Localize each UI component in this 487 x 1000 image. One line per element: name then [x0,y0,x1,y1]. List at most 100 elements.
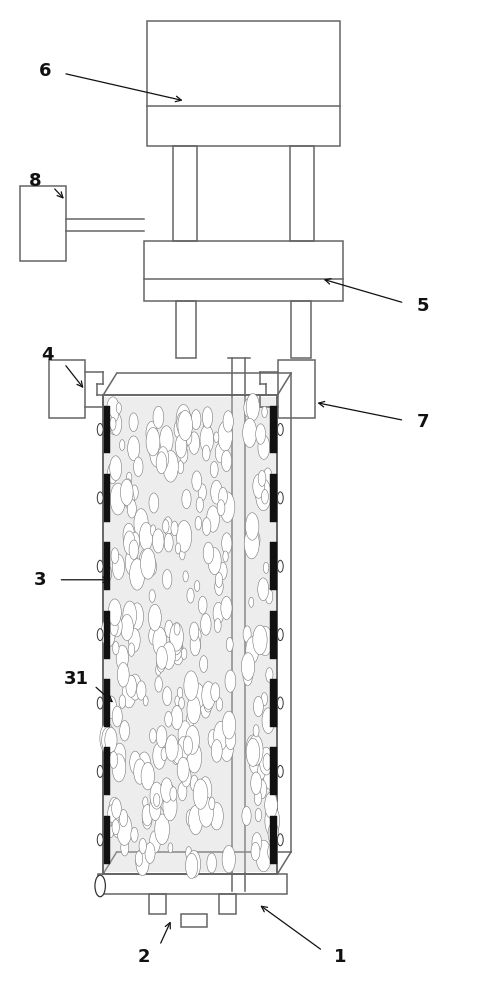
Circle shape [260,747,273,775]
Circle shape [186,809,195,827]
Bar [104,542,111,590]
Circle shape [150,797,161,821]
Circle shape [255,476,262,490]
Circle shape [108,826,113,838]
Circle shape [164,517,172,535]
Bar [144,241,343,301]
Circle shape [253,696,263,717]
Circle shape [253,625,267,655]
Circle shape [186,726,200,754]
Circle shape [266,668,273,682]
Circle shape [150,782,163,809]
Circle shape [170,629,183,655]
Circle shape [128,643,135,656]
Circle shape [177,461,184,474]
Circle shape [226,637,233,652]
Circle shape [135,851,143,866]
Circle shape [249,597,254,607]
Circle shape [256,479,271,511]
Bar [49,360,85,418]
Circle shape [278,560,283,572]
Circle shape [156,664,161,675]
Circle shape [254,790,262,805]
Circle shape [117,663,129,687]
Circle shape [221,596,232,620]
Circle shape [268,823,279,845]
Circle shape [178,410,192,441]
Circle shape [220,492,235,522]
Circle shape [261,693,267,706]
Circle shape [193,638,201,653]
Circle shape [153,794,160,807]
Circle shape [150,831,160,853]
Circle shape [172,749,179,764]
Circle shape [186,847,192,859]
Circle shape [263,754,271,770]
Circle shape [244,399,253,417]
Bar [290,146,314,241]
Circle shape [111,548,119,564]
Circle shape [156,646,168,669]
Circle shape [263,762,277,789]
Circle shape [194,581,200,591]
Circle shape [149,604,161,631]
Circle shape [214,721,228,750]
Circle shape [174,623,180,635]
Circle shape [116,403,121,413]
Circle shape [111,413,122,435]
Circle shape [177,412,187,435]
Circle shape [168,843,173,853]
Circle shape [131,485,138,500]
Circle shape [97,423,103,435]
Circle shape [209,797,215,810]
Bar [279,360,315,418]
Circle shape [149,493,159,513]
Circle shape [210,802,224,830]
Circle shape [214,618,221,633]
Circle shape [127,499,136,518]
Circle shape [243,666,252,686]
Circle shape [278,423,283,435]
Circle shape [112,554,125,580]
Circle shape [203,445,210,461]
Circle shape [112,820,119,835]
Circle shape [246,393,260,421]
Circle shape [137,681,146,700]
Circle shape [217,500,225,516]
Circle shape [201,697,211,718]
Circle shape [129,628,140,652]
Circle shape [210,461,218,478]
Circle shape [169,623,184,651]
Circle shape [179,548,185,560]
Circle shape [183,571,188,582]
Circle shape [139,522,153,550]
Circle shape [187,850,201,878]
Circle shape [187,712,194,728]
Circle shape [127,472,132,484]
Circle shape [203,542,214,564]
Circle shape [188,805,203,835]
Circle shape [256,424,265,444]
Circle shape [110,483,126,515]
Circle shape [262,406,267,418]
Circle shape [146,421,157,445]
Text: 31: 31 [64,671,89,689]
Circle shape [198,484,206,501]
Circle shape [126,675,136,697]
Circle shape [107,397,119,423]
Circle shape [156,452,167,474]
Circle shape [251,772,262,794]
Circle shape [104,566,112,581]
Circle shape [182,490,191,509]
Bar [20,186,66,261]
Circle shape [101,618,115,647]
Circle shape [215,443,225,463]
Circle shape [125,549,138,575]
Circle shape [129,674,141,700]
Circle shape [110,456,122,481]
Circle shape [203,417,211,433]
Circle shape [175,435,187,458]
Circle shape [258,626,272,656]
Circle shape [278,492,283,504]
Circle shape [225,728,236,750]
